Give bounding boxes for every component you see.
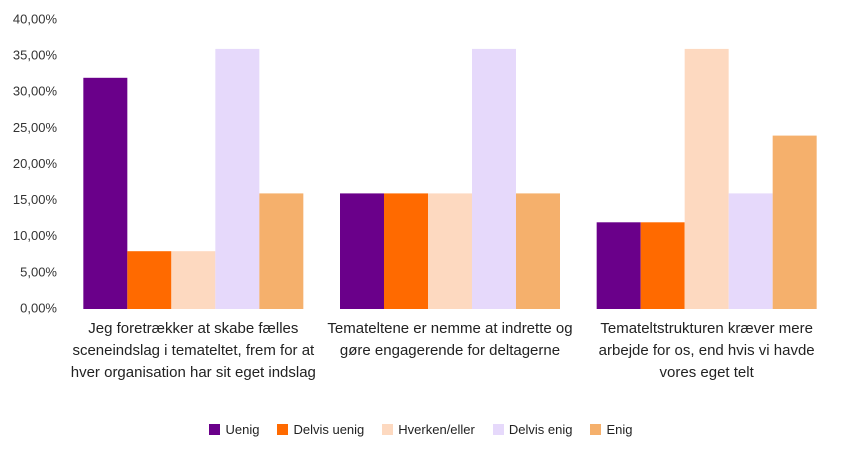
bar bbox=[684, 48, 729, 310]
y-tick-label: 0,00% bbox=[20, 300, 57, 315]
bar bbox=[340, 193, 384, 309]
legend-label: Enig bbox=[606, 422, 633, 437]
x-tick-label: Temateltene er nemme at indrette og gøre… bbox=[327, 320, 573, 359]
y-tick-label: 20,00% bbox=[13, 156, 58, 171]
legend-swatch bbox=[382, 424, 394, 435]
legend-label: Hverken/eller bbox=[398, 422, 475, 437]
bar bbox=[127, 251, 172, 309]
y-tick-label: 35,00% bbox=[13, 48, 58, 63]
legend-item: Hverken/eller bbox=[382, 422, 475, 437]
bar bbox=[259, 193, 304, 309]
bar bbox=[516, 193, 560, 309]
legend-swatch bbox=[277, 424, 289, 435]
bar bbox=[428, 193, 472, 309]
legend-swatch bbox=[590, 424, 602, 435]
legend-item: Delvis enig bbox=[492, 422, 573, 437]
bar bbox=[472, 48, 516, 310]
bar bbox=[772, 135, 817, 309]
y-tick-label: 40,00% bbox=[13, 11, 58, 26]
x-tick-label: Jeg foretrækker at skabe fælles sceneind… bbox=[70, 320, 316, 381]
y-tick-label: 5,00% bbox=[20, 264, 57, 279]
bar bbox=[728, 193, 773, 309]
y-tick-label: 30,00% bbox=[13, 84, 58, 99]
bar bbox=[384, 193, 428, 309]
y-tick-label: 15,00% bbox=[13, 192, 58, 207]
bar bbox=[640, 222, 685, 309]
x-tick-label: Temateltstrukturen kræver mere arbejde f… bbox=[598, 320, 815, 381]
y-tick-label: 10,00% bbox=[13, 228, 58, 243]
legend-label: Uenig bbox=[225, 422, 260, 437]
legend-item: Uenig bbox=[209, 422, 259, 437]
bar bbox=[596, 222, 641, 309]
y-tick-label: 25,00% bbox=[13, 120, 58, 135]
legend-swatch bbox=[209, 424, 221, 435]
bar bbox=[215, 48, 260, 310]
bar bbox=[83, 77, 128, 309]
legend-item: Enig bbox=[590, 422, 633, 437]
legend-item: Delvis uenig bbox=[277, 422, 364, 437]
legend: Uenig Delvis uenig Hverken/eller Delvis eni… bbox=[0, 422, 842, 437]
legend-label: Delvis enig bbox=[508, 422, 573, 437]
bar bbox=[171, 251, 216, 309]
legend-label: Delvis uenig bbox=[293, 422, 365, 437]
legend-swatch bbox=[492, 424, 504, 435]
